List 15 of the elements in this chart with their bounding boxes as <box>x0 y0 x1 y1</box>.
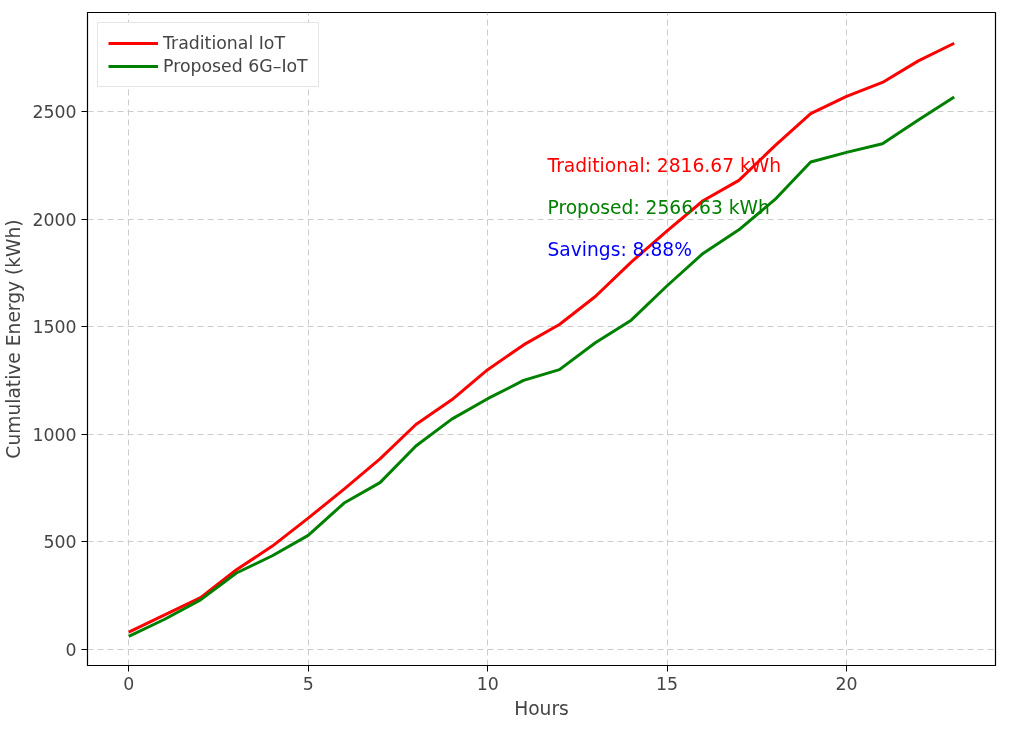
x-tick-label: 0 <box>123 673 135 694</box>
x-axis-title: Hours <box>514 697 569 719</box>
legend-label: Proposed 6G–IoT <box>163 56 308 76</box>
legend-label: Traditional IoT <box>163 33 286 53</box>
y-tick-label: 1500 <box>32 317 77 338</box>
y-tick-label: 2000 <box>32 209 77 230</box>
y-axis-title: Cumulative Energy (kWh) <box>3 219 25 459</box>
y-tick-label: 0 <box>65 639 77 660</box>
x-tick-label: 20 <box>835 673 858 694</box>
y-tick-label: 500 <box>43 532 77 553</box>
y-tick-label: 2500 <box>32 101 77 122</box>
x-tick-label: 15 <box>656 673 679 694</box>
x-tick-label: 5 <box>302 673 314 694</box>
x-tick-label: 10 <box>476 673 499 694</box>
y-tick-label: 1000 <box>32 424 77 445</box>
